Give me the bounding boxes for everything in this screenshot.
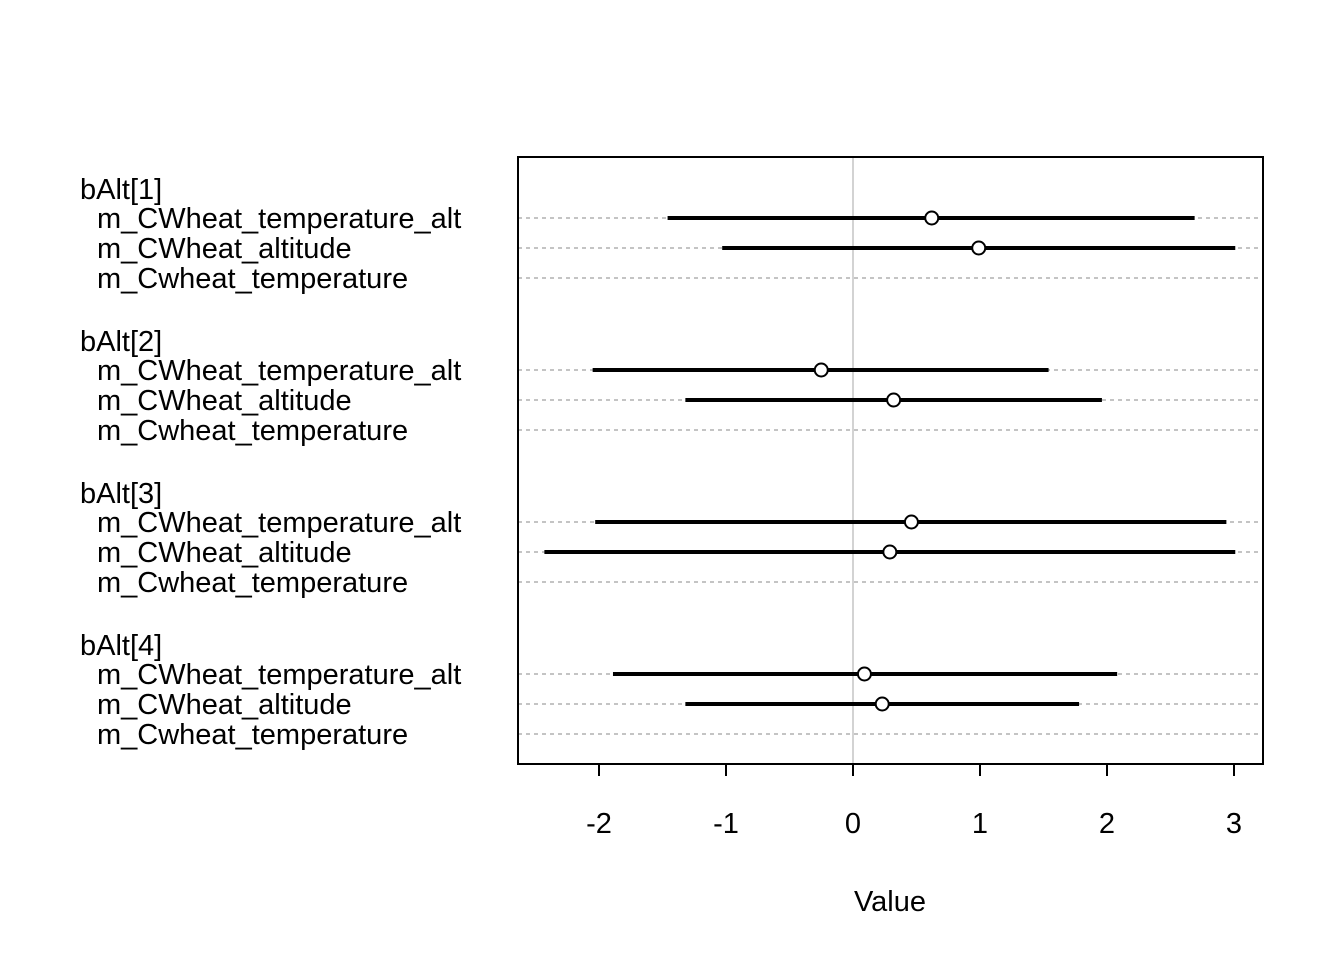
mean-point <box>886 392 902 408</box>
row-guides <box>518 217 1263 735</box>
x-tick-label: 1 <box>972 808 988 840</box>
group-label: bAlt[4] <box>80 630 162 662</box>
x-tick-label: 2 <box>1099 808 1115 840</box>
x-axis-label: Value <box>854 886 926 918</box>
mean-point <box>924 210 940 226</box>
group-label: bAlt[3] <box>80 478 162 510</box>
row-label: m_CWheat_temperature_alt <box>97 203 461 235</box>
x-tick-label: 0 <box>845 808 861 840</box>
row-label: m_CWheat_temperature_alt <box>97 355 461 387</box>
row-label: m_CWheat_altitude <box>97 385 352 417</box>
row-labels: bAlt[1]m_CWheat_temperature_altm_CWheat_… <box>80 174 461 751</box>
row-label: m_CWheat_altitude <box>97 233 352 265</box>
x-tick-label: 3 <box>1226 808 1242 840</box>
row-label: m_CWheat_temperature_alt <box>97 659 461 691</box>
x-tick-label: -1 <box>713 808 739 840</box>
group-label: bAlt[2] <box>80 326 162 358</box>
mean-point <box>856 666 872 682</box>
x-tick-label: -2 <box>586 808 612 840</box>
group-label: bAlt[1] <box>80 174 162 206</box>
mean-point <box>813 362 829 378</box>
mean-point <box>971 240 987 256</box>
mean-point <box>874 696 890 712</box>
row-label: m_CWheat_altitude <box>97 537 352 569</box>
row-label: m_Cwheat_temperature <box>97 567 408 599</box>
row-label: m_CWheat_altitude <box>97 689 352 721</box>
interval-marks <box>544 210 1236 712</box>
x-axis: -2 -1 0 1 2 3 <box>586 763 1242 840</box>
mean-point <box>882 544 898 560</box>
row-label: m_Cwheat_temperature <box>97 263 408 295</box>
row-label: m_Cwheat_temperature <box>97 415 408 447</box>
row-label: m_Cwheat_temperature <box>97 719 408 751</box>
row-label: m_CWheat_temperature_alt <box>97 507 461 539</box>
mean-point <box>903 514 919 530</box>
